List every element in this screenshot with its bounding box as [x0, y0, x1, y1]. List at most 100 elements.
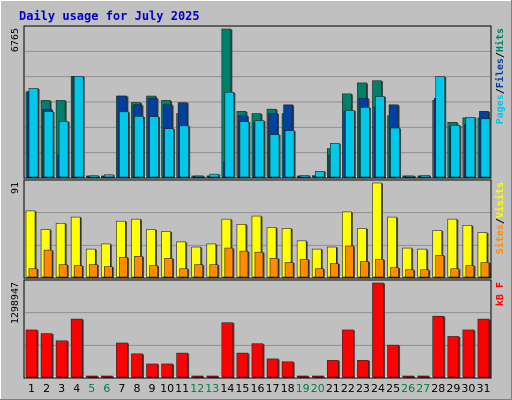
bar-kbytes-day-23 — [357, 360, 369, 378]
bar-hits-day-22 — [345, 110, 355, 178]
bar-visits-day-29 — [447, 218, 458, 278]
day-label-22: 22 — [341, 382, 355, 395]
panel-visitors-ymax-label: 91 — [10, 182, 21, 194]
bar-sites-day-4 — [73, 265, 83, 278]
bar-hits-day-7 — [119, 111, 129, 178]
bar-sites-day-25 — [390, 267, 399, 278]
bar-kbytes-day-13 — [206, 375, 219, 378]
day-label-18: 18 — [281, 382, 295, 395]
bar-hits-day-24 — [375, 96, 385, 178]
bar-kbytes-day-10 — [161, 363, 173, 378]
bar-kbytes-day-19 — [296, 375, 309, 378]
bar-kbytes-day-14 — [221, 322, 234, 378]
bar-kbytes-day-28 — [432, 315, 445, 378]
bar-kbytes-day-2 — [40, 333, 53, 378]
bar-hits-day-26 — [405, 175, 415, 178]
bar-kbytes-day-26 — [402, 375, 414, 378]
legend-entry: Visits — [494, 182, 506, 218]
bar-hits-day-1 — [28, 88, 39, 178]
bar-kbytes-day-22 — [342, 329, 354, 378]
bar-hits-day-27 — [420, 175, 430, 178]
legend-entry: / — [495, 218, 506, 224]
day-label-9: 9 — [149, 382, 156, 395]
bar-kbytes-day-31 — [477, 318, 490, 378]
bar-visits-day-1 — [25, 210, 36, 278]
bar-kbytes-day-20 — [311, 375, 324, 378]
bar-sites-day-29 — [450, 268, 460, 278]
bar-sites-day-15 — [239, 250, 249, 278]
day-label-13: 13 — [205, 382, 219, 395]
bar-sites-day-31 — [480, 262, 490, 278]
bar-sites-day-1 — [28, 268, 38, 278]
bar-hits-day-8 — [134, 116, 144, 178]
bar-hits-day-29 — [450, 125, 461, 178]
bar-kbytes-day-9 — [146, 363, 158, 378]
bar-sites-day-12 — [194, 264, 204, 278]
bar-kbytes-day-30 — [462, 329, 475, 378]
day-label-12: 12 — [190, 382, 204, 395]
bar-hits-day-4 — [73, 76, 84, 178]
bar-hits-day-16 — [254, 120, 265, 178]
bar-kbytes-day-16 — [251, 343, 264, 378]
bar-sites-day-13 — [209, 264, 219, 278]
bar-sites-day-17 — [269, 258, 279, 278]
day-label-8: 8 — [133, 382, 140, 395]
bar-kbytes-day-15 — [236, 352, 249, 378]
bar-hits-day-23 — [360, 107, 370, 178]
legend-entry: / — [495, 88, 506, 94]
day-label-3: 3 — [58, 382, 65, 395]
bar-kbytes-day-4 — [70, 318, 83, 378]
day-label-4: 4 — [73, 382, 80, 395]
bar-sites-day-9 — [149, 265, 158, 278]
day-label-30: 30 — [461, 382, 475, 395]
bar-kbytes-day-3 — [55, 340, 68, 378]
panel-visitors: 91 Sites/Visits — [10, 179, 506, 279]
day-label-6: 6 — [103, 382, 110, 395]
bar-kbytes-day-8 — [131, 353, 143, 378]
panel-volume: 1298947 kB F — [10, 279, 506, 379]
day-label-7: 7 — [118, 382, 125, 395]
bar-kbytes-day-1 — [25, 329, 38, 378]
bar-hits-day-6 — [104, 174, 114, 178]
day-label-24: 24 — [371, 382, 385, 395]
bar-sites-day-8 — [134, 256, 143, 278]
bar-sites-day-5 — [88, 264, 98, 278]
legend-entry: Sites — [494, 224, 506, 254]
bar-sites-day-10 — [164, 258, 173, 278]
bar-sites-day-27 — [420, 269, 429, 278]
bar-sites-day-6 — [104, 266, 113, 278]
bar-kbytes-day-21 — [326, 360, 339, 378]
day-label-23: 23 — [356, 382, 370, 395]
legend-entry: Hits — [494, 28, 506, 52]
bar-hits-day-14 — [224, 92, 235, 178]
bar-sites-day-22 — [345, 245, 354, 278]
bar-sites-day-20 — [314, 268, 324, 278]
bar-hits-day-9 — [149, 116, 159, 178]
bar-hits-day-15 — [239, 121, 250, 178]
panel-requests-legend: Pages/Files/Hits — [494, 28, 506, 124]
bar-kbytes-day-6 — [101, 375, 113, 378]
day-label-28: 28 — [431, 382, 445, 395]
panel-visitors-legend: Sites/Visits — [494, 182, 506, 254]
bar-sites-day-16 — [254, 251, 264, 278]
bar-hits-day-19 — [299, 175, 310, 178]
day-label-27: 27 — [416, 382, 430, 395]
bar-kbytes-day-27 — [417, 375, 429, 378]
day-labels: 1 2 3 4 5 6 7 8 9 10 11 12 13 14 15 16 17 18 19 20 21 22 23 24 2… — [28, 382, 490, 395]
day-label-15: 15 — [235, 382, 249, 395]
panel-volume-legend: kB F — [495, 282, 506, 306]
bar-kbytes-day-11 — [176, 352, 188, 378]
legend-entry: kB F — [495, 282, 506, 306]
bar-kbytes-day-7 — [116, 342, 128, 378]
day-label-14: 14 — [220, 382, 234, 395]
day-label-2: 2 — [43, 382, 50, 395]
day-label-25: 25 — [386, 382, 400, 395]
bar-sites-day-26 — [405, 269, 414, 278]
legend-entry: Files — [494, 58, 506, 88]
bar-hits-day-5 — [88, 175, 99, 178]
day-label-1: 1 — [28, 382, 35, 395]
bar-hits-day-17 — [269, 134, 280, 178]
bar-sites-day-21 — [329, 263, 339, 278]
bar-hits-day-30 — [465, 116, 476, 178]
bar-hits-day-11 — [179, 125, 189, 178]
